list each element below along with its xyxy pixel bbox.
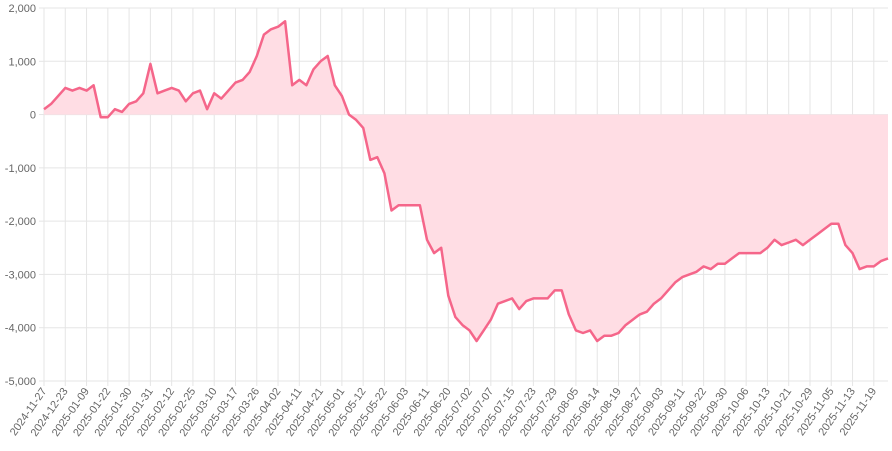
y-tick-label: 2,000 (8, 3, 36, 15)
y-tick-label: -1,000 (5, 163, 36, 175)
y-tick-label: -2,000 (5, 216, 36, 228)
y-tick-label: -4,000 (5, 323, 36, 335)
y-tick-label: 1,000 (8, 56, 36, 68)
y-tick-label: 0 (30, 110, 36, 122)
y-tick-label: -3,000 (5, 269, 36, 281)
line (43, 20, 889, 343)
area-fill (44, 21, 888, 342)
y-tick-label: -5,000 (5, 376, 36, 388)
